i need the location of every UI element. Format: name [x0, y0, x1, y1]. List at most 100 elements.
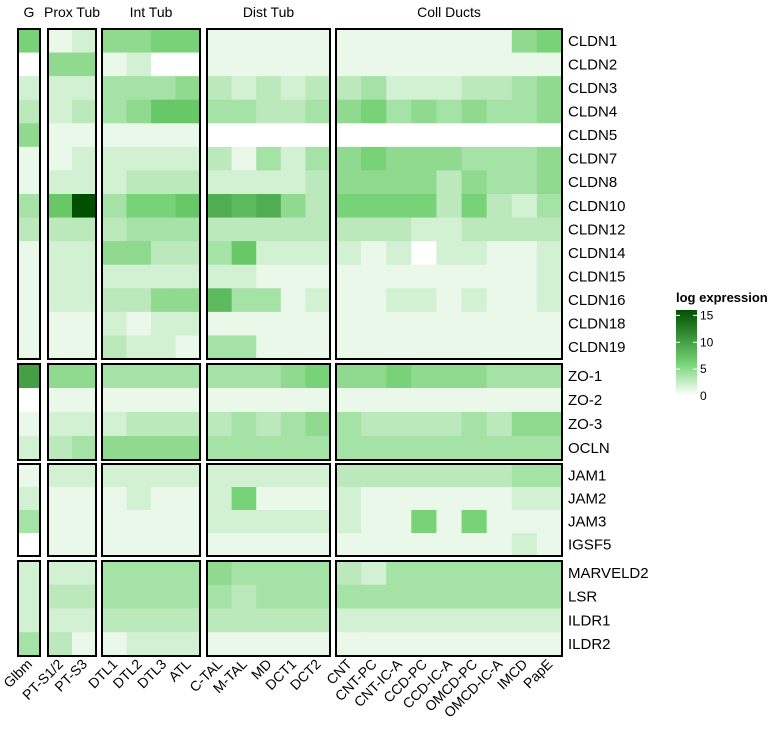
- cell-cldn14-dtl2: [126, 241, 152, 266]
- cell-cldn10-dtl1: [102, 194, 128, 219]
- cell-jam2-cnt-ic-a: [386, 487, 412, 511]
- cell-cldn7-cnt: [336, 146, 362, 172]
- cell-cldn19-cnt-ic-a: [386, 335, 412, 360]
- cell-cldn12-md: [256, 217, 282, 242]
- column-group-label-g: G: [24, 4, 35, 20]
- cell-marveld2-pape: [536, 561, 563, 586]
- cell-zo-2-dtl3: [151, 388, 177, 413]
- cell-zo-1-ccd-pc: [411, 364, 438, 389]
- cell-cldn7-cnt-pc: [361, 146, 387, 172]
- cell-cldn10-md: [256, 194, 282, 219]
- cell-ildr2-ccd-pc: [411, 632, 438, 657]
- cell-lsr-dtl2: [126, 584, 152, 610]
- cell-cldn15-atl: [175, 264, 201, 289]
- row-label-jam2: JAM2: [568, 491, 606, 508]
- cell-cldn16-atl: [175, 288, 201, 313]
- cell-jam2-dct2: [305, 487, 331, 511]
- cell-jam2-dtl1: [102, 487, 128, 511]
- cell-zo-1-cnt-ic-a: [386, 364, 412, 389]
- cell-cldn2-pt-s1-2: [48, 52, 73, 77]
- cell-cldn14-cnt-pc: [361, 241, 387, 266]
- cell-cldn4-ccd-ic-a: [436, 99, 463, 124]
- cell-zo-1-cnt: [336, 364, 362, 389]
- cell-cldn4-md: [256, 99, 282, 124]
- cell-ildr1-dct1: [280, 608, 306, 633]
- cell-cldn12-pt-s3: [72, 217, 97, 242]
- group-frame: [17, 363, 41, 461]
- cell-cldn7-atl: [175, 146, 201, 172]
- cell-cldn8-cnt-pc: [361, 170, 387, 195]
- cell-cldn19-dtl2: [126, 335, 152, 360]
- cell-marveld2-omcd-pc: [461, 561, 488, 586]
- cell-cldn10-omcd-ic-a: [486, 194, 513, 219]
- cell-cldn16-imcd: [511, 288, 538, 313]
- cell-cldn15-pape: [536, 264, 563, 289]
- cell-cldn15-pt-s1-2: [48, 264, 73, 289]
- cell-ildr2-ccd-ic-a: [436, 632, 463, 657]
- cell-cldn7-pt-s1-2: [48, 146, 73, 172]
- cell-jam3-md: [256, 510, 282, 534]
- row-label-marveld2: MARVELD2: [568, 565, 649, 582]
- cell-cldn18-dct2: [305, 311, 331, 337]
- cell-jam1-md: [256, 464, 282, 488]
- cell-cldn10-atl: [175, 194, 201, 219]
- cell-jam3-omcd-pc: [461, 510, 488, 534]
- cell-cldn16-pape: [536, 288, 563, 313]
- cell-cldn3-dct1: [280, 76, 306, 101]
- cell-cldn12-pt-s1-2: [48, 217, 73, 242]
- cell-cldn16-dtl1: [102, 288, 128, 313]
- cell-jam1-dct1: [280, 464, 306, 488]
- cell-cldn7-glbm: [18, 146, 41, 172]
- cell-lsr-dct2: [305, 584, 331, 610]
- cell-zo-3-dtl1: [102, 412, 128, 437]
- cell-jam3-pt-s1-2: [48, 510, 73, 534]
- cell-zo-2-atl: [175, 388, 201, 413]
- cell-ildr2-dct2: [305, 632, 331, 657]
- cell-cldn14-md: [256, 241, 282, 266]
- cell-zo-1-m-tal: [231, 364, 257, 389]
- legend-colorbar: [676, 310, 697, 396]
- cell-cldn10-pt-s3: [72, 194, 97, 219]
- cell-cldn5-dct1: [280, 123, 306, 148]
- cell-jam1-atl: [175, 464, 201, 488]
- cell-igsf5-pt-s3: [72, 533, 97, 557]
- cell-lsr-cnt-pc: [361, 584, 387, 610]
- row-label-cldn10: CLDN10: [568, 198, 626, 215]
- cell-jam3-dct2: [305, 510, 331, 534]
- cell-jam3-dtl3: [151, 510, 177, 534]
- group-frame: [101, 463, 201, 557]
- cell-igsf5-omcd-ic-a: [486, 533, 513, 557]
- cell-cldn15-md: [256, 264, 282, 289]
- cell-cldn5-omcd-ic-a: [486, 123, 513, 148]
- cell-cldn5-pt-s1-2: [48, 123, 73, 148]
- cell-ildr2-omcd-ic-a: [486, 632, 513, 657]
- legend-ticks: 0 5 10 15: [676, 308, 714, 403]
- cell-cldn15-ccd-pc: [411, 264, 438, 289]
- cell-zo-2-md: [256, 388, 282, 413]
- cell-cldn16-glbm: [18, 288, 41, 313]
- cell-zo-2-dtl2: [126, 388, 152, 413]
- cell-ocln-m-tal: [231, 436, 257, 461]
- cell-cldn19-pt-s3: [72, 335, 97, 360]
- cell-cldn14-c-tal: [207, 241, 233, 266]
- cell-cldn1-dct1: [280, 29, 306, 54]
- cell-cldn3-omcd-pc: [461, 76, 488, 101]
- cell-zo-1-glbm: [18, 364, 41, 389]
- cell-cldn3-c-tal: [207, 76, 233, 101]
- cell-jam1-dct2: [305, 464, 331, 488]
- cell-zo-2-pt-s3: [72, 388, 97, 413]
- cell-marveld2-dtl1: [102, 561, 128, 586]
- cell-cldn14-omcd-pc: [461, 241, 488, 266]
- row-label-ocln: OCLN: [568, 440, 610, 457]
- cell-ocln-pape: [536, 436, 563, 461]
- group-frame: [17, 560, 41, 657]
- cell-cldn19-dtl1: [102, 335, 128, 360]
- cell-cldn19-dct2: [305, 335, 331, 360]
- row-label-zo-1: ZO-1: [568, 368, 602, 385]
- cell-cldn14-ccd-ic-a: [436, 241, 463, 266]
- group-frame: [47, 560, 97, 657]
- cell-zo-2-cnt-ic-a: [386, 388, 412, 413]
- row-label-cldn18: CLDN18: [568, 316, 626, 333]
- cell-ildr1-md: [256, 608, 282, 633]
- cell-cldn12-dtl1: [102, 217, 128, 242]
